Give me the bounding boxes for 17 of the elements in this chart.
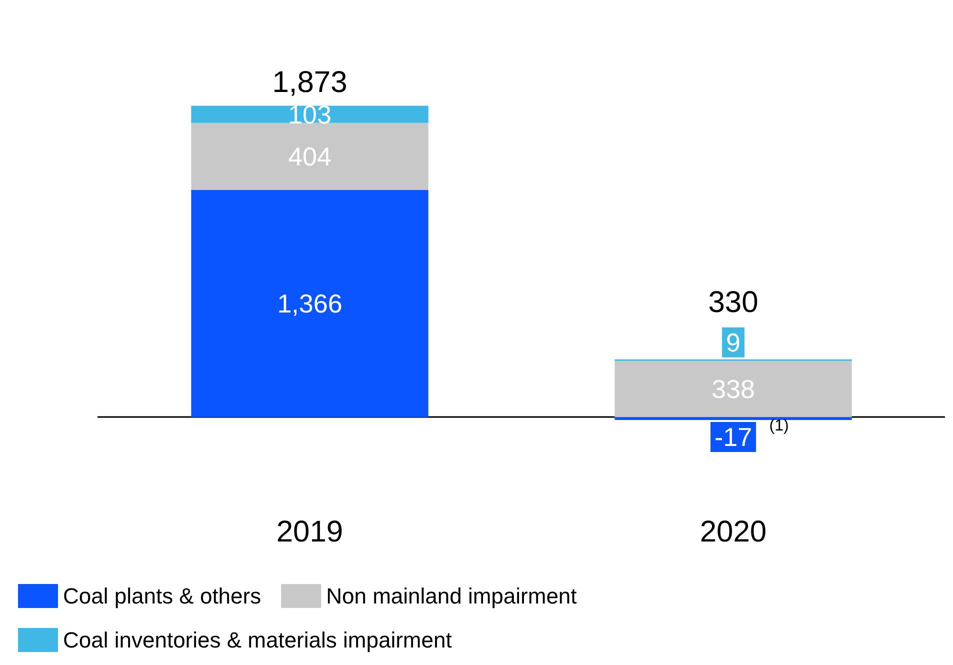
data-label: 9 [726,327,740,358]
total-label: 1,873 [272,66,348,100]
bar [191,106,428,123]
bar [191,190,428,418]
bar [191,122,428,190]
data-label: 1,366 [277,288,342,319]
data-label: -17 [714,422,752,452]
x-tick-label: 2019 [276,516,344,548]
annotation: (1) [769,417,789,434]
legend-label: Coal inventories & materials impairment [63,628,452,652]
bar [614,360,852,418]
x-tick-label: 2020 [700,516,767,548]
total-label: 330 [708,286,758,319]
bar [614,417,852,420]
legend-label: Non mainland impairment [326,584,577,608]
data-label: 103 [288,99,332,130]
legend-label: Coal plants & others [63,584,262,608]
